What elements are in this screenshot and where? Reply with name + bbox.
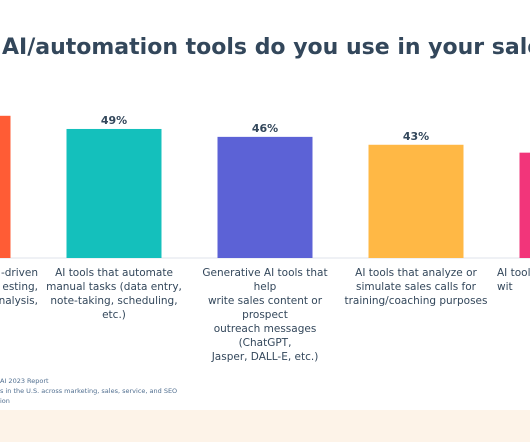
value-label: 49%: [101, 114, 127, 127]
x-tick-label: Generative AI tools that help write sale…: [202, 267, 328, 363]
bar: [519, 152, 530, 258]
bar: [66, 128, 162, 258]
value-label: 46%: [252, 122, 278, 135]
value-label: 43%: [403, 130, 429, 143]
bar: [217, 136, 313, 258]
x-tick-label: AI tool wit: [497, 267, 530, 293]
x-tick-label: AI tools that automate manual tasks (dat…: [46, 267, 182, 321]
x-tick-label: -driven esting, nalysis,: [0, 267, 38, 307]
bar: [368, 144, 464, 258]
x-tick-label: AI tools that analyze or simulate sales …: [344, 267, 488, 307]
bar: [0, 115, 11, 258]
footnote: s in the U.S. across marketing, sales, s…: [0, 387, 178, 395]
chart-title: AI/automation tools do you use in your s…: [2, 35, 530, 60]
footnote: ion: [0, 397, 10, 405]
footnote: AI 2023 Report: [0, 377, 49, 385]
footer-band: [0, 410, 530, 442]
